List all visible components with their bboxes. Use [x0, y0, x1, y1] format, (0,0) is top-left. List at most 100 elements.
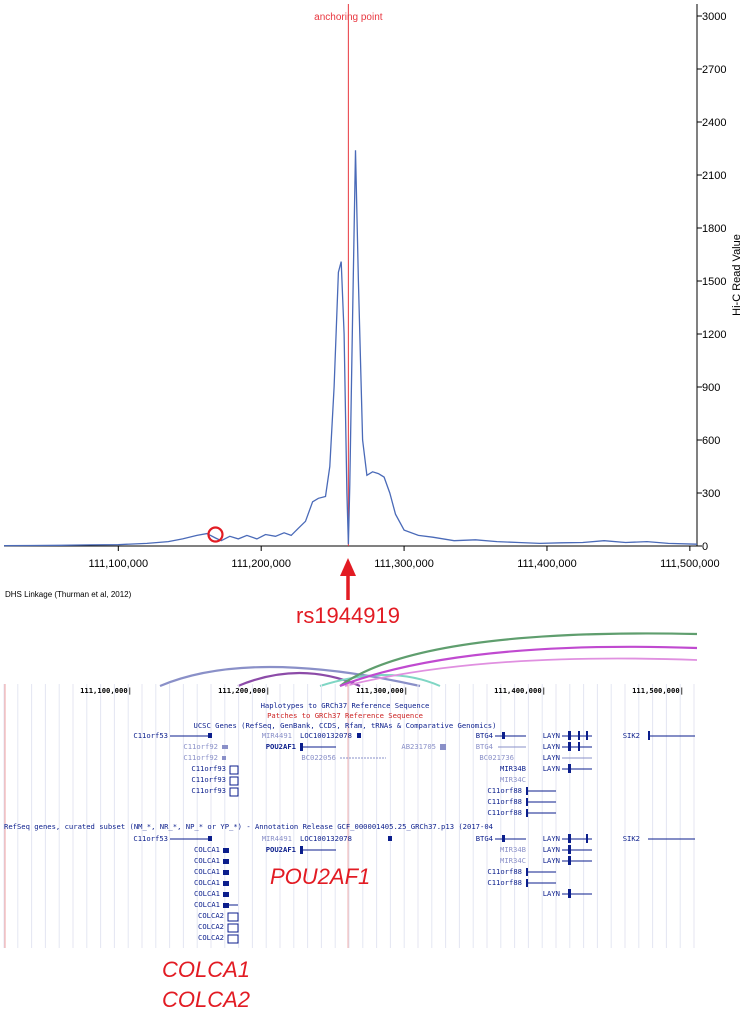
gene-exon [648, 731, 650, 740]
y-tick-label: 900 [702, 382, 720, 394]
y-tick-label: 2700 [702, 64, 726, 76]
gene-label: MIR34B [500, 764, 526, 773]
gene-label: LAYN [543, 764, 560, 773]
gene-exon [586, 834, 588, 843]
gene-label: LAYN [543, 742, 560, 751]
gene-label: COLCA2 [198, 922, 224, 931]
gene-label: MIR4491 [262, 834, 292, 843]
gene-exon [568, 889, 571, 898]
y-tick-label: 600 [702, 435, 720, 447]
gene-label: C11orf93 [191, 786, 226, 795]
gene-label: C11orf53 [133, 731, 168, 740]
hic-chart: 0 300 600 900 1200 1500 1800 2100 2400 2700 3000 1… [3, 4, 743, 570]
gene-exon [227, 934, 239, 944]
ucsc-genes-track: C11orf53 MIR4491 LOC100132078 BTG4 LAYN … [133, 731, 695, 817]
x-tick-label: 111,200,000 [231, 558, 291, 570]
dhs-caption: DHS Linkage (Thurman et al, 2012) [5, 590, 132, 599]
gene-label: C11orf92 [183, 742, 218, 751]
gene-exon [586, 731, 588, 740]
coord-label: 111,500,000| [632, 686, 684, 696]
gene-exon [526, 798, 528, 806]
gene-label: C11orf88 [487, 808, 522, 817]
gene-label: COLCA2 [198, 911, 224, 920]
y-tick-label: 0 [702, 541, 708, 553]
gene-exon [502, 732, 505, 739]
arc [319, 674, 441, 687]
track-title: UCSC Genes (RefSeq, GenBank, CCDS, Rfam,… [194, 721, 497, 730]
y-ticks: 0 300 600 900 1200 1500 1800 2100 2400 2700 3000 [697, 11, 726, 553]
track-title: Patches to GRCh37 Reference Sequence [267, 711, 423, 720]
series-line-0 [3, 150, 698, 547]
gene-label: BTG4 [476, 731, 493, 740]
gene-label: COLCA1 [194, 845, 220, 854]
gene-label: COLCA1 [194, 867, 220, 876]
x-ticks: 111,100,000 111,200,000 111,300,000 111,400… [89, 546, 720, 570]
coord-label: 111,100,000| [80, 686, 132, 696]
pou2af1-annotation: POU2AF1 [270, 864, 370, 889]
y-tick-label: 3000 [702, 11, 726, 23]
snp-label: rs1944919 [296, 603, 400, 628]
gene-exon [568, 764, 571, 773]
gene-label: LOC100132078 [300, 731, 352, 740]
gene-label: SIK2 [623, 834, 640, 843]
gene-exon [223, 870, 229, 875]
gene-label: C11orf88 [487, 878, 522, 887]
gene-exon [222, 745, 228, 749]
gene-exon [568, 834, 571, 843]
gene-exon [222, 756, 226, 760]
gene-label: LAYN [543, 731, 560, 740]
gene-label: COLCA1 [194, 878, 220, 887]
gene-label: C11orf93 [191, 775, 226, 784]
y-tick-label: 300 [702, 488, 720, 500]
gene-label: COLCA1 [194, 900, 220, 909]
snp-arrow [340, 558, 356, 600]
gene-exon [526, 868, 528, 876]
gene-exon [208, 733, 212, 738]
gene-label: C11orf88 [487, 786, 522, 795]
arrow-head [340, 558, 356, 576]
coord-label: 111,400,000| [494, 686, 546, 696]
gene-exon [578, 742, 580, 751]
gene-exon [300, 743, 303, 751]
y-tick-label: 1500 [702, 276, 726, 288]
gene-exon [227, 923, 239, 933]
gene-label: AB231705 [401, 742, 436, 751]
gene-exon [526, 787, 528, 795]
gene-exon [223, 903, 229, 908]
y-tick-label: 2400 [702, 117, 726, 129]
x-tick-label: 111,300,000 [374, 558, 434, 570]
gene-exon [223, 881, 229, 886]
gene-exon [502, 835, 505, 842]
coord-label: 111,300,000| [356, 686, 408, 696]
gene-exon [440, 744, 446, 750]
linkage-arcs [159, 632, 698, 688]
gene-label: COLCA1 [194, 856, 220, 865]
arc [159, 665, 421, 688]
gene-label: POU2AF1 [266, 845, 296, 854]
gene-label: LAYN [543, 889, 560, 898]
arc [344, 657, 698, 687]
series-layer [3, 150, 698, 547]
gene-exon [388, 836, 392, 841]
gene-exon [227, 912, 239, 922]
gene-label: SIK2 [623, 731, 640, 740]
gene-exon [229, 776, 239, 786]
colca2-annotation: COLCA2 [162, 987, 250, 1012]
gene-label: COLCA1 [194, 889, 220, 898]
y-axis-label: Hi-C Read Value [731, 234, 743, 316]
refseq-genes-track: C11orf53 MIR4491 LOC100132078 BTG4 LAYN … [133, 834, 695, 944]
gene-exon [300, 846, 303, 854]
gene-exon [208, 836, 212, 841]
gene-exon [223, 859, 229, 864]
track-title: Haplotypes to GRCh37 Reference Sequence [261, 701, 430, 710]
gene-label: C11orf88 [487, 797, 522, 806]
gene-label: LAYN [543, 856, 560, 865]
gene-label: COLCA2 [198, 933, 224, 942]
gene-label: MIR4491 [262, 731, 292, 740]
genome-browser-panel: 111,100,000| 111,200,000| 111,300,000| 1… [3, 632, 698, 948]
gene-label: C11orf53 [133, 834, 168, 843]
track-title: RefSeq genes, curated subset (NM_*, NR_*… [4, 822, 493, 831]
gene-exon [223, 892, 229, 897]
y-tick-label: 1800 [702, 223, 726, 235]
